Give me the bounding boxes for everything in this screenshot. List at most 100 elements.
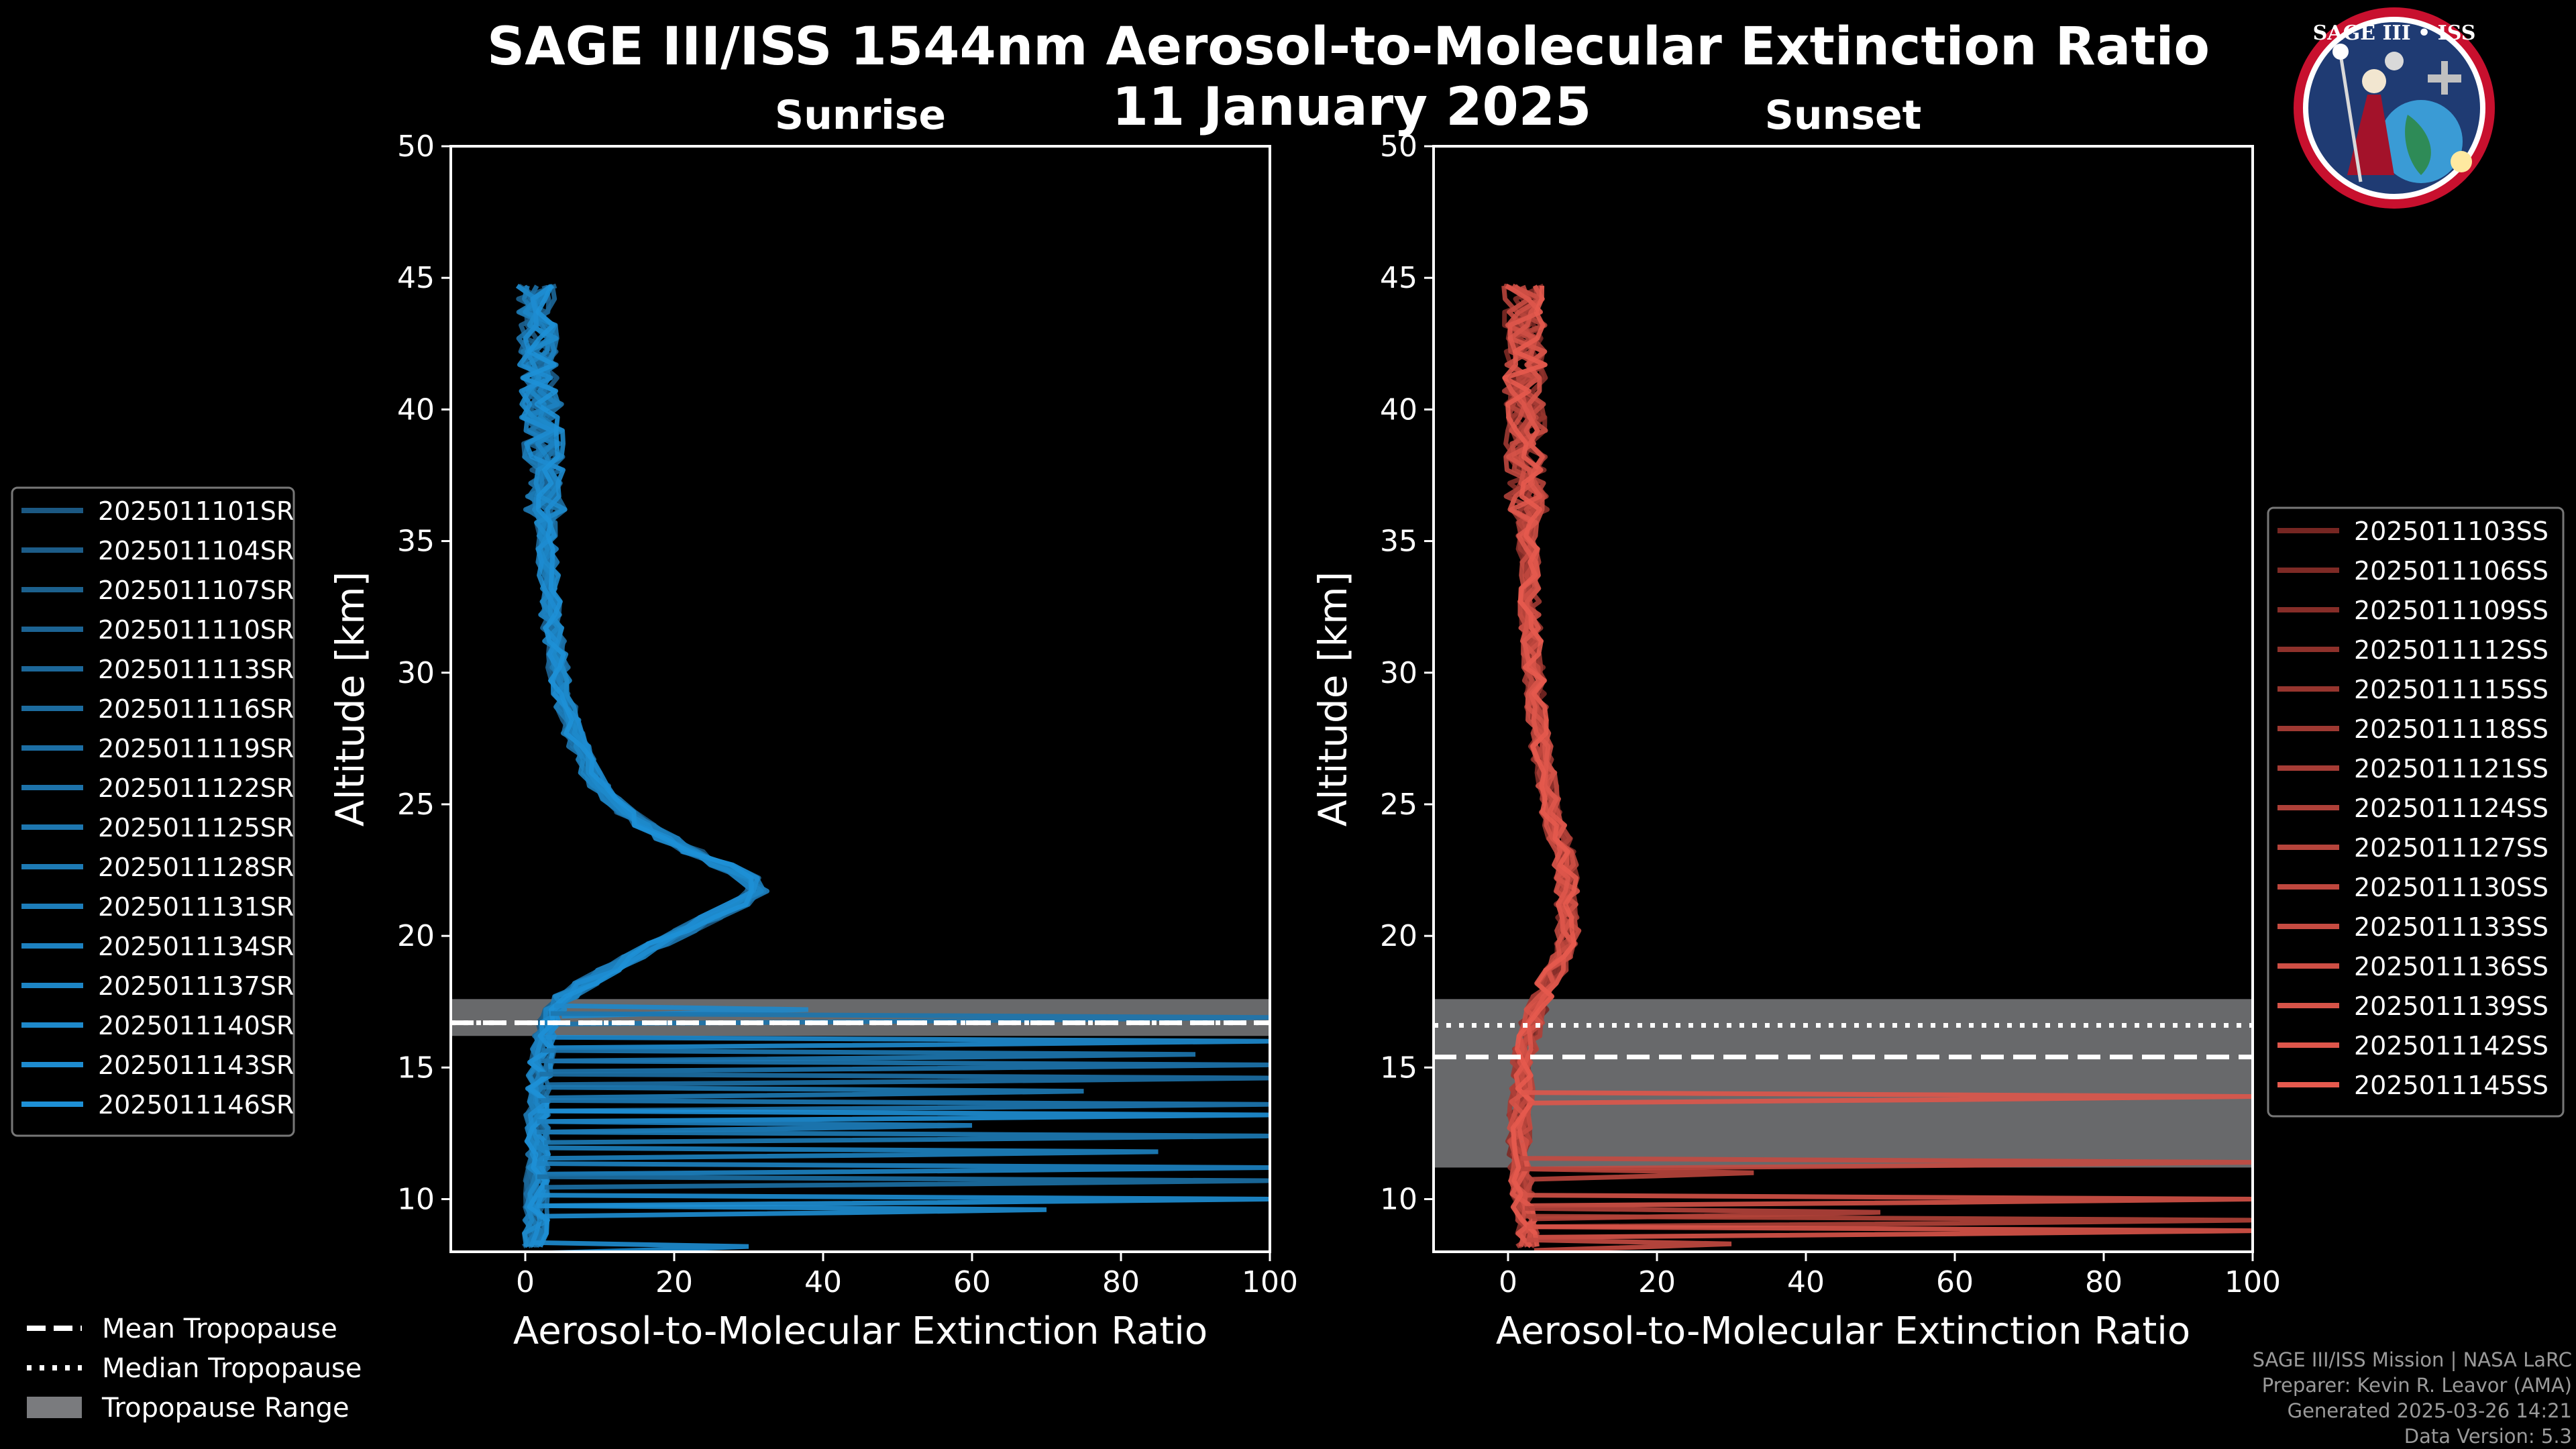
cloud-spike-3: [1523, 1193, 2253, 1208]
x-tick-label: 20: [655, 1265, 693, 1299]
sunrise-panel: 0 20 40 60 80 100 10 15 20 25 30 35 40 45 50 Aerosol-to…: [327, 92, 1298, 1353]
x-tick-label: 60: [1936, 1265, 1974, 1299]
x-axis-label: Aerosol-to-Molecular Extinction Ratio: [1496, 1309, 2190, 1353]
legend-label: 2025011115SS: [2354, 675, 2548, 704]
legend-label: 2025011124SS: [2354, 794, 2548, 823]
cloud-spike-2: [1521, 1166, 1754, 1182]
legend-label: 2025011116SR: [98, 694, 294, 724]
cloud-spike-7: [1526, 1237, 1732, 1252]
plot-area: [451, 283, 1270, 1252]
legend-frame: [2267, 506, 2565, 1118]
legend-label: 2025011131SR: [98, 892, 294, 922]
cloud-spike-1: [550, 1011, 1270, 1027]
y-tick-label: 35: [1380, 525, 1417, 559]
sunrise-legend: 2025011101SR 2025011104SR 2025011107SR 2025…: [11, 486, 295, 1137]
plot-area: [1434, 283, 2253, 1252]
legend-label: 2025011143SR: [98, 1051, 294, 1080]
legend-label: 2025011140SR: [98, 1011, 294, 1040]
x-tick-label: 0: [516, 1265, 535, 1299]
y-tick-label: 20: [397, 919, 435, 953]
axes-frame: [1432, 145, 2254, 1253]
panel-title: Sunset: [1765, 92, 1922, 139]
wizard-robe-icon: [2347, 95, 2394, 175]
y-tick-label: 40: [397, 392, 435, 427]
cloud-spike-8: [537, 1108, 1270, 1124]
legend-label: Tropopause Range: [101, 1393, 350, 1424]
x-axis-label: Aerosol-to-Molecular Extinction Ratio: [513, 1309, 1208, 1353]
sunset-panel: 0 20 40 60 80 100 10 15 20 25 30 35 40 45 50 Aerosol-to…: [1310, 92, 2281, 1353]
wizard-face-icon: [2362, 69, 2386, 93]
staff-orb-icon: [2332, 44, 2349, 60]
legend-label: 2025011113SR: [98, 655, 294, 684]
continent-shape: [2405, 115, 2431, 175]
legend-label: 2025011106SS: [2354, 556, 2548, 586]
legend-label: 2025011130SS: [2354, 873, 2548, 902]
axes-frame: [449, 145, 1271, 1253]
credits-block: SAGE III/ISS Mission | NASA LaRC Prepare…: [2253, 1347, 2572, 1449]
cloud-spike-2: [543, 1034, 1270, 1051]
cloud-spike-15: [537, 1203, 1047, 1219]
legend-label: 2025011137SR: [98, 971, 294, 1001]
legend-label: Median Tropopause: [102, 1353, 362, 1384]
figure-date: 11 January 2025: [1112, 77, 1592, 138]
cloud-spike-3: [541, 1048, 1196, 1064]
y-axis-label: Altitude [km]: [1310, 572, 1356, 826]
legend-label: 2025011125SR: [98, 813, 294, 843]
cloud-spike-5: [1525, 1214, 2253, 1230]
y-tick-label: 35: [397, 525, 435, 559]
cloud-spike-6: [1526, 1224, 2253, 1240]
sun-icon: [2451, 151, 2472, 172]
legend-frame: [11, 486, 295, 1137]
moon-icon: [2385, 52, 2404, 70]
y-tick-label: 10: [1380, 1183, 1417, 1217]
legend-label: 2025011119SR: [98, 734, 294, 763]
cloud-spike-7: [538, 1097, 1270, 1114]
legend-label: 2025011133SS: [2354, 912, 2548, 942]
legend-label: 2025011121SS: [2354, 754, 2548, 784]
legend-label: 2025011139SS: [2354, 991, 2548, 1021]
x-tick-label: 40: [804, 1265, 842, 1299]
legend-label: 2025011127SS: [2354, 833, 2548, 863]
y-tick-label: 10: [397, 1183, 435, 1217]
y-tick-label: 15: [397, 1051, 435, 1085]
y-tick-label: 25: [397, 788, 435, 822]
profile-line-2025011145SS: [1502, 285, 1579, 1247]
patch-label: SAGE III • ISS: [2313, 21, 2476, 45]
y-tick-label: 40: [1380, 392, 1417, 427]
legend-label: 2025011146SR: [98, 1090, 294, 1120]
wizard-staff-icon: [2339, 54, 2363, 182]
x-tick-label: 60: [953, 1265, 991, 1299]
credit-generated: Generated 2025-03-26 14:21: [2287, 1399, 2572, 1422]
x-tick-label: 100: [2224, 1265, 2281, 1299]
y-tick-label: 45: [397, 261, 435, 295]
credit-version: Data Version: 5.3: [2404, 1425, 2572, 1448]
cloud-spike-6: [539, 1085, 1084, 1100]
y-tick-label: 20: [1380, 919, 1417, 953]
legend-label: 2025011103SS: [2354, 517, 2548, 546]
cloud-spike-11: [536, 1145, 1159, 1161]
y-tick-label: 30: [397, 656, 435, 690]
x-tick-label: 40: [1787, 1265, 1825, 1299]
cloud-spike-14: [537, 1193, 1270, 1208]
legend-label: 2025011107SR: [98, 576, 294, 605]
x-tick-label: 100: [1242, 1265, 1298, 1299]
tropopause-legend: Mean Tropopause Median Tropopause Tropopau…: [27, 1313, 362, 1424]
legend-label: 2025011122SR: [98, 773, 294, 803]
cloud-spike-10: [537, 1129, 1270, 1145]
legend-label: 2025011142SS: [2354, 1031, 2548, 1061]
y-tick-label: 50: [397, 129, 435, 164]
legend-label: 2025011145SS: [2354, 1071, 2548, 1100]
panel-title: Sunrise: [775, 92, 946, 139]
y-tick-label: 30: [1380, 656, 1417, 690]
cloud-spike-12: [537, 1161, 1270, 1177]
cloud-spike-4: [540, 1059, 1270, 1074]
cloud-spike-5: [539, 1071, 1270, 1087]
credit-mission: SAGE III/ISS Mission | NASA LaRC: [2252, 1348, 2572, 1371]
legend-label: 2025011109SS: [2354, 596, 2548, 625]
legend-label: 2025011128SR: [98, 853, 294, 882]
profile-line-2025011146SR: [521, 284, 754, 1248]
sunset-legend: 2025011103SS 2025011106SS 2025011109SS 2025…: [2267, 506, 2565, 1118]
credit-preparer: Preparer: Kevin R. Leavor (AMA): [2261, 1374, 2572, 1397]
tropopause-range-swatch: [27, 1397, 82, 1418]
sage-iii-iss-mission-patch: SAGE III • ISS: [2294, 7, 2495, 209]
